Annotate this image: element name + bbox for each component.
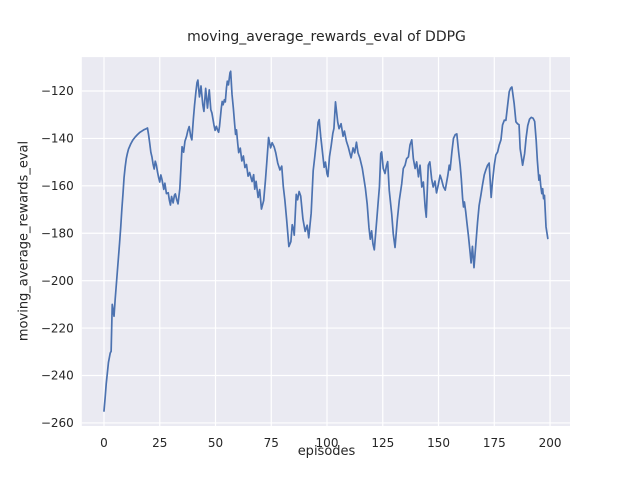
y-tick-label: −160: [41, 179, 74, 193]
y-tick-label: −200: [41, 274, 74, 288]
y-tick-label: −180: [41, 227, 74, 241]
chart-title: moving_average_rewards_eval of DDPG: [187, 29, 466, 45]
y-tick-label: −240: [41, 369, 74, 383]
x-axis-label: episodes: [297, 444, 356, 459]
y-tick-label: −220: [41, 321, 74, 335]
y-tick-label: −120: [41, 84, 74, 98]
x-tick-label: 150: [427, 436, 450, 450]
data-line-moving_average_rewards_eval: [103, 70, 549, 412]
x-tick-label: 50: [208, 436, 223, 450]
y-tick-label: −140: [41, 132, 74, 146]
x-tick-label: 200: [539, 436, 562, 450]
x-tick-label: 75: [264, 436, 279, 450]
x-tick-label: 25: [152, 436, 167, 450]
y-axis-label-text: moving_average_rewards_eval: [16, 140, 32, 342]
x-tick-label: 100: [316, 436, 339, 450]
x-tick-label: 125: [371, 436, 394, 450]
y-tick-label: −260: [41, 416, 74, 430]
x-tick-label: 175: [483, 436, 506, 450]
x-tick-label: 0: [100, 436, 108, 450]
plot-background: [81, 57, 571, 426]
